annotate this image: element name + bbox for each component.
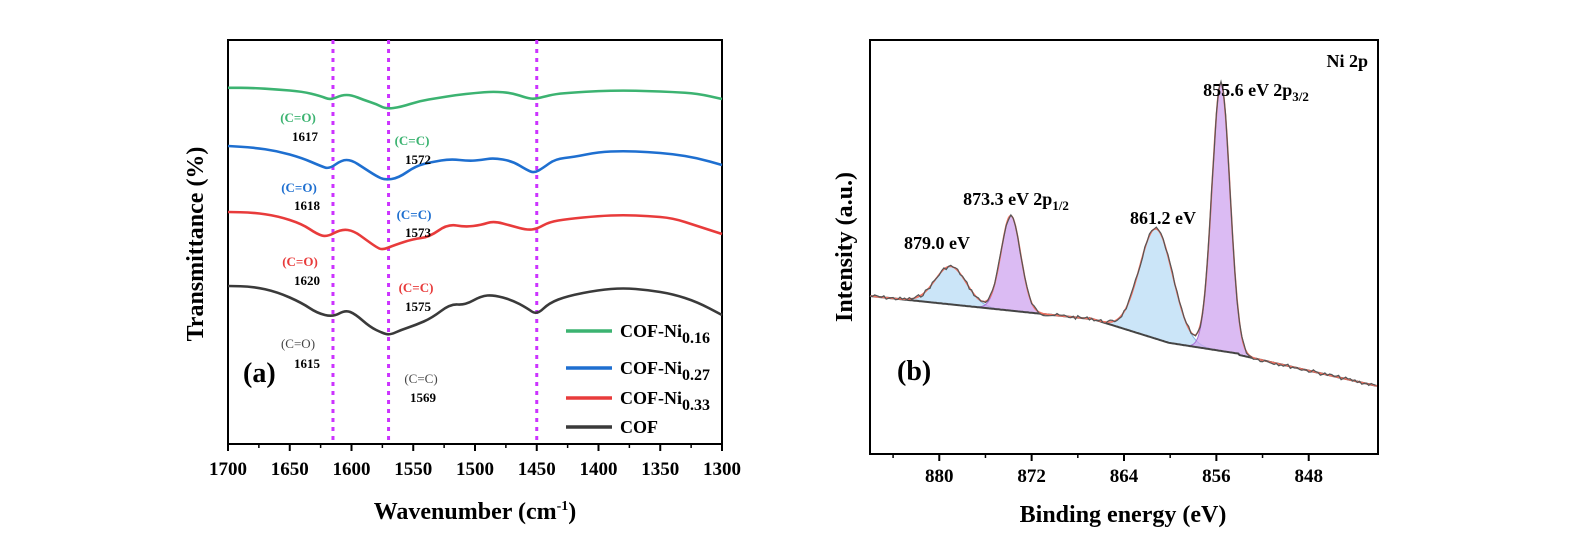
peak-label: 861.2 eV	[1130, 208, 1196, 228]
legend-label: COF-Ni0.16	[620, 321, 710, 347]
series-line	[227, 144, 723, 181]
raw-data-line	[869, 79, 1376, 387]
plot-frame-a	[227, 39, 723, 445]
peak-annotation-label: (C=O)	[281, 336, 315, 351]
x-axis-label-b: Binding energy (eV)	[1020, 502, 1227, 528]
peak-annotation-label: (C=C)	[399, 280, 434, 295]
peak-annotation-value: 1620	[294, 273, 320, 288]
series-line	[227, 210, 723, 251]
x-axis-a: 1700 1650 1600 1550 1500 1450 1400 1350 1300	[209, 444, 741, 480]
x-tick-label: 1500	[456, 459, 494, 480]
peak-annotation-label: (C=O)	[281, 180, 317, 195]
peak-annotation-label: (C=C)	[395, 133, 430, 148]
x-tick-label: 1350	[641, 459, 679, 480]
series-line	[227, 284, 723, 336]
series-group-b	[869, 79, 1377, 387]
chart-title-b: Ni 2p	[1326, 51, 1368, 71]
x-tick-label: 1550	[394, 459, 432, 480]
x-axis-label: Wavenumber (cm-1)	[374, 499, 577, 525]
legend-label: COF	[620, 417, 658, 437]
peak-labels: 879.0 eV 873.3 eV 2p1/2 861.2 eV 855.6 eV 2…	[904, 80, 1309, 253]
panel-a: (C=O) 1617 (C=C) 1572 (C=O) 1618 (C=C) 1573 (C=O…	[183, 39, 741, 525]
peak-annotation-value: 1573	[405, 225, 432, 240]
reference-lines	[331, 40, 539, 444]
legend-label: COF-Ni0.33	[620, 388, 710, 414]
panel-label-a: (a)	[243, 358, 276, 389]
x-tick-label-b: 848	[1294, 466, 1323, 487]
x-tick-label-b: 856	[1202, 466, 1231, 487]
x-tick-label: 1300	[703, 459, 741, 480]
x-tick-label-b: 864	[1110, 466, 1139, 487]
series-group-a	[227, 86, 723, 336]
x-tick-label: 1650	[271, 459, 309, 480]
series-line	[227, 86, 723, 110]
panel-b: 879.0 eV 873.3 eV 2p1/2 861.2 eV 855.6 eV 2…	[832, 39, 1379, 528]
legend-label: COF-Ni0.27	[620, 358, 710, 384]
panel-label-b: (b)	[897, 356, 931, 387]
x-tick-label-b: 880	[925, 466, 954, 487]
peak-annotation-value: 1569	[410, 390, 437, 405]
peak-annotation-value: 1572	[405, 152, 431, 167]
peak-annotation-value: 1618	[294, 198, 321, 213]
x-tick-label: 1600	[333, 459, 371, 480]
x-axis-b: 880 872 864 856 848	[892, 454, 1323, 487]
x-tick-label: 1400	[580, 459, 618, 480]
peak-annotation-value: 1575	[405, 299, 432, 314]
x-tick-label: 1450	[518, 459, 556, 480]
peak-annotation-value: 1617	[292, 129, 319, 144]
y-axis-label: Transmittance (%)	[183, 147, 209, 342]
peak-annotation-value: 1615	[294, 356, 321, 371]
peak-annotation-label: (C=O)	[282, 254, 318, 269]
peak-annotation-label: (C=O)	[280, 110, 316, 125]
background-line	[869, 295, 1377, 387]
peak-annotations-a: (C=O) 1617 (C=C) 1572 (C=O) 1618 (C=C) 1573 (C=O…	[280, 110, 437, 405]
peak-label: 855.6 eV 2p3/2	[1203, 80, 1309, 104]
peak-label: 879.0 eV	[904, 233, 970, 253]
peak-annotation-label: (C=C)	[404, 371, 437, 386]
peak-annotation-label: (C=C)	[397, 207, 432, 222]
legend: COF-Ni0.16 COF-Ni0.27 COF-Ni0.33 COF	[566, 321, 710, 437]
peak-label: 873.3 eV 2p1/2	[963, 189, 1069, 213]
x-tick-label: 1700	[209, 459, 247, 480]
y-axis-label-b: Intensity (a.u.)	[832, 172, 858, 322]
x-tick-label-b: 872	[1017, 466, 1046, 487]
